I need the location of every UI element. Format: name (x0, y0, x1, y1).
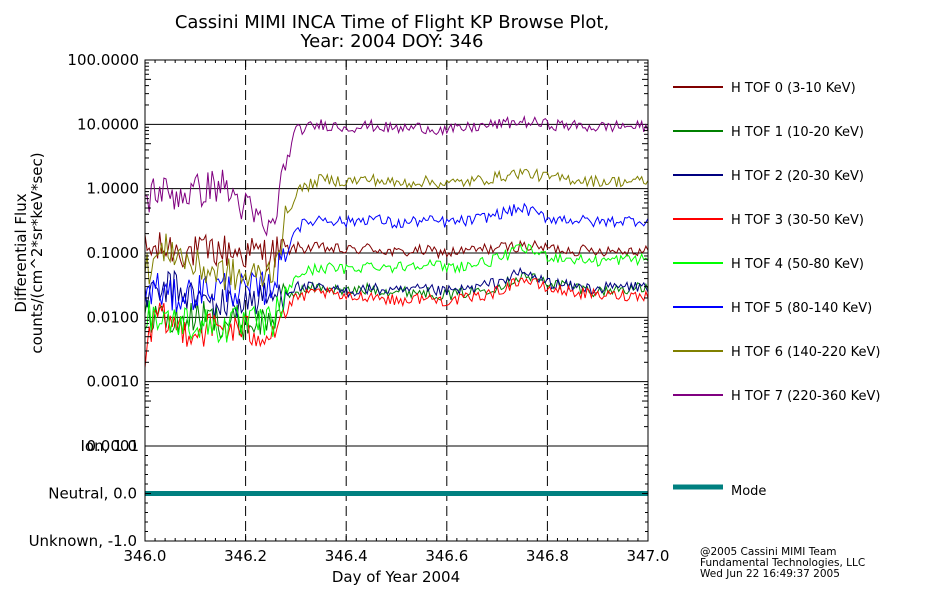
flux-series-line (144, 167, 649, 291)
flux-ylabel-line1: Differential Flux (12, 193, 30, 312)
flux-y-axis: 100.0000 10.0000 1.0000 0.1000 0.0100 0.0010 0… (67, 51, 648, 455)
legend-label: H TOF 1 (10-20 KeV) (731, 125, 864, 140)
flux-ylabel-line2: counts/(cm^2*sr*keV*sec) (28, 152, 46, 353)
legend-label: H TOF 6 (140-220 KeV) (731, 345, 880, 360)
mode-ytick-label: Unknown, -1.0 (29, 532, 137, 550)
flux-ytick-label: 0.0100 (87, 308, 140, 326)
legend-label: H TOF 4 (50-80 KeV) (731, 257, 864, 272)
flux-series-line (144, 243, 649, 344)
flux-series-line (144, 115, 649, 237)
xtick-label: 346.4 (325, 547, 368, 565)
flux-ytick-label: 0.1000 (87, 244, 140, 262)
flux-series-line (144, 232, 649, 273)
flux-ytick-label: 0.0010 (87, 373, 140, 391)
flux-series-line (144, 266, 649, 320)
xtick-label: 346.0 (124, 547, 167, 565)
xtick-label: 346.2 (224, 547, 267, 565)
flux-ytick-label: 100.0000 (67, 51, 139, 69)
flux-ytick-label: 1.0000 (87, 180, 140, 198)
credit-line3: Wed Jun 22 16:49:37 2005 (700, 568, 840, 580)
x-axis: 346.0 346.2 346.4 346.6 346.8 347.0 (124, 60, 670, 565)
xtick-label: 346.8 (526, 547, 569, 565)
mode-ytick-label: Ion, 1.0 (81, 437, 138, 455)
chart-title-line1: Cassini MIMI INCA Time of Flight KP Brow… (175, 12, 609, 33)
xtick-label: 346.6 (425, 547, 468, 565)
credit-line2: Fundamental Technologies, LLC (700, 557, 865, 569)
legend-label: H TOF 5 (80-140 KeV) (731, 301, 872, 316)
flux-ytick-label: 10.0000 (77, 115, 139, 133)
x-axis-label: Day of Year 2004 (332, 568, 460, 586)
legend-label: H TOF 7 (220-360 KeV) (731, 389, 880, 404)
mode-y-axis: Ion, 1.0 Neutral, 0.0 Unknown, -1.0 (29, 437, 648, 550)
credit-line1: @2005 Cassini MIMI Team (700, 546, 837, 558)
legend-label: H TOF 2 (20-30 KeV) (731, 169, 864, 184)
legend-label: H TOF 3 (30-50 KeV) (731, 213, 864, 228)
xtick-label: 347.0 (627, 547, 670, 565)
flux-series-line (144, 202, 649, 313)
legend: H TOF 0 (3-10 KeV) H TOF 1 (10-20 KeV) H T… (673, 81, 880, 499)
flux-series-line (144, 277, 649, 369)
flux-series-group (144, 115, 649, 369)
chart-title-line2: Year: 2004 DOY: 346 (300, 31, 484, 52)
legend-label: H TOF 0 (3-10 KeV) (731, 81, 856, 96)
mode-ytick-label: Neutral, 0.0 (48, 485, 137, 503)
legend-label-mode: Mode (731, 484, 766, 499)
flux-ytick-label: 0.0001 (87, 437, 140, 455)
